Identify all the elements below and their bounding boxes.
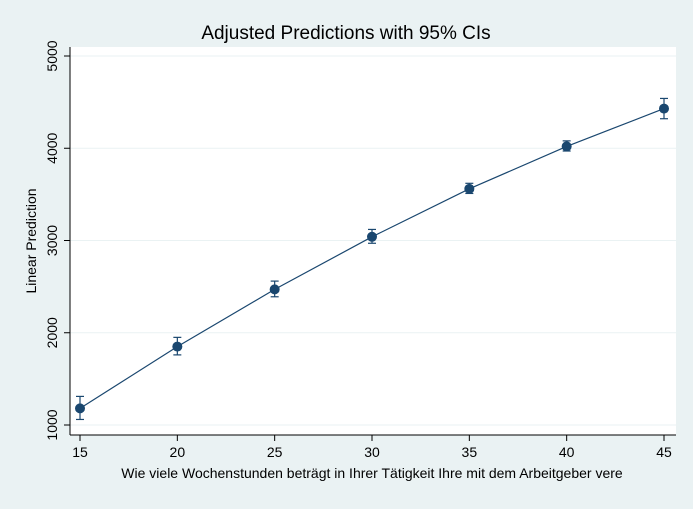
- y-tick-label: 2000: [44, 317, 60, 348]
- y-tick-label: 3000: [44, 225, 60, 256]
- data-point: [464, 183, 475, 194]
- y-tick-label: 5000: [44, 40, 60, 71]
- data-point: [561, 141, 572, 152]
- y-tick-label: 1000: [44, 409, 60, 440]
- x-tick-label: 30: [364, 444, 380, 460]
- x-tick-label: 45: [656, 444, 672, 460]
- chart-title: Adjusted Predictions with 95% CIs: [201, 23, 490, 44]
- x-tick-label: 20: [170, 444, 186, 460]
- data-point: [75, 403, 85, 414]
- y-tick-label: 4000: [44, 132, 60, 163]
- x-tick-label: 15: [72, 444, 88, 460]
- axes: 1000 2000 3000 4000 5000 15 20 25 30 35 40 45: [44, 40, 676, 460]
- x-tick-label: 35: [462, 444, 478, 460]
- data-point: [659, 103, 669, 114]
- x-axis-label: Wie viele Wochenstunden beträgt in Ihrer…: [121, 465, 623, 481]
- data-point: [367, 231, 377, 242]
- x-tick-label: 40: [559, 444, 575, 460]
- data-point: [172, 341, 183, 352]
- series-layer: [75, 97, 669, 421]
- y-axis-label: Linear Prediction: [23, 188, 39, 293]
- data-point: [269, 284, 280, 295]
- x-tick-label: 25: [267, 444, 283, 460]
